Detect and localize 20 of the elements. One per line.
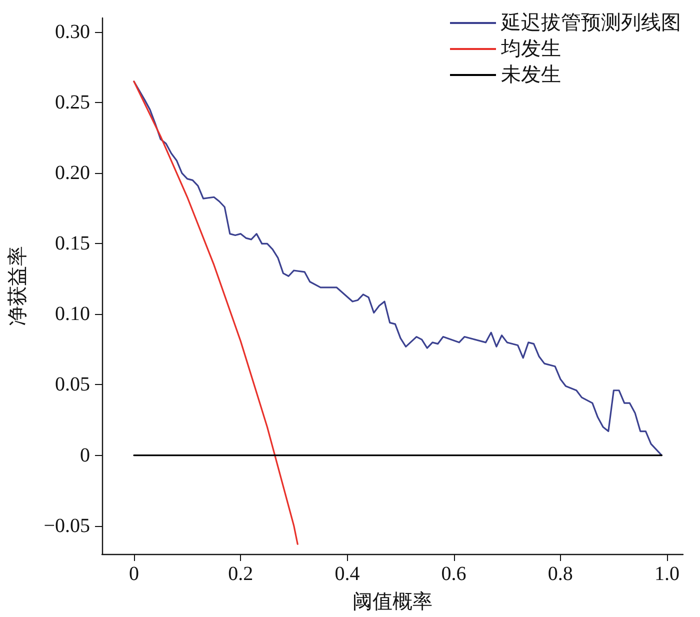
legend-label: 均发生: [500, 38, 561, 60]
y-tick-label: 0.15: [55, 232, 90, 255]
y-axis-title: 净获益率: [7, 246, 29, 326]
y-tick-label: 0.05: [55, 374, 90, 396]
y-tick-label: 0.10: [55, 303, 90, 326]
line-series: [133, 80, 298, 545]
x-tick-label: 0.6: [441, 563, 466, 585]
x-axis-title: 阈值概率: [352, 591, 432, 613]
x-tick-label: 0: [128, 563, 139, 585]
y-tick-label: 0.25: [55, 92, 90, 114]
y-tick-label: 0.30: [55, 21, 90, 44]
x-tick-label: 1.0: [654, 563, 680, 585]
legend-label: 延迟拔管预测列线图: [500, 12, 681, 34]
y-tick-label: −0.05: [44, 514, 90, 537]
x-tick-label: 0.4: [334, 563, 360, 585]
x-tick-label: 0.8: [548, 563, 573, 585]
legend-label: 未发生: [501, 64, 561, 86]
y-tick-label: 0: [80, 444, 90, 466]
y-tick-label: 0.20: [55, 162, 90, 184]
x-tick-label: 0.2: [228, 563, 254, 585]
